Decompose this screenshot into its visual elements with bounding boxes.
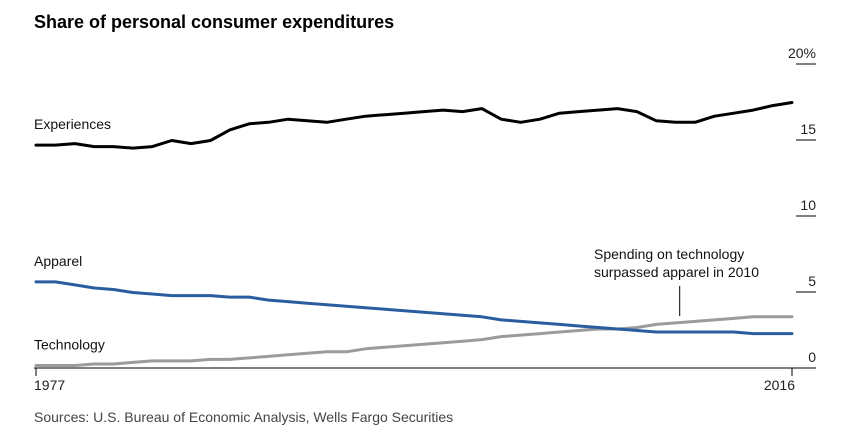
y-axis-ticks: 0 5 10 15 20% — [788, 45, 816, 369]
series-line-apparel — [34, 280, 794, 336]
x-tick-label: 1977 — [34, 377, 65, 393]
y-tick-label: 20% — [788, 45, 816, 61]
series-label-technology: Technology — [34, 336, 105, 352]
x-tick-label: 2016 — [764, 377, 795, 393]
y-tick-label: 10 — [800, 197, 816, 213]
series-line-experiences — [34, 101, 794, 150]
source-note: Sources: U.S. Bureau of Economic Analysi… — [34, 409, 454, 425]
y-tick-label: 0 — [808, 349, 816, 365]
y-tick-label: 15 — [800, 121, 816, 137]
series-labels: Experiences Apparel Technology — [34, 116, 111, 352]
annotation: Spending on technology surpassed apparel … — [594, 246, 759, 316]
annotation-text: surpassed apparel in 2010 — [594, 264, 759, 280]
series-label-experiences: Experiences — [34, 116, 111, 132]
annotation-text: Spending on technology — [594, 246, 744, 262]
chart-title: Share of personal consumer expenditures — [34, 12, 395, 32]
series-label-apparel: Apparel — [34, 253, 82, 269]
series-line-technology — [34, 315, 794, 367]
series-lines — [34, 101, 794, 367]
x-axis-ticks: 1977 2016 — [34, 368, 795, 393]
y-tick-label: 5 — [808, 273, 816, 289]
